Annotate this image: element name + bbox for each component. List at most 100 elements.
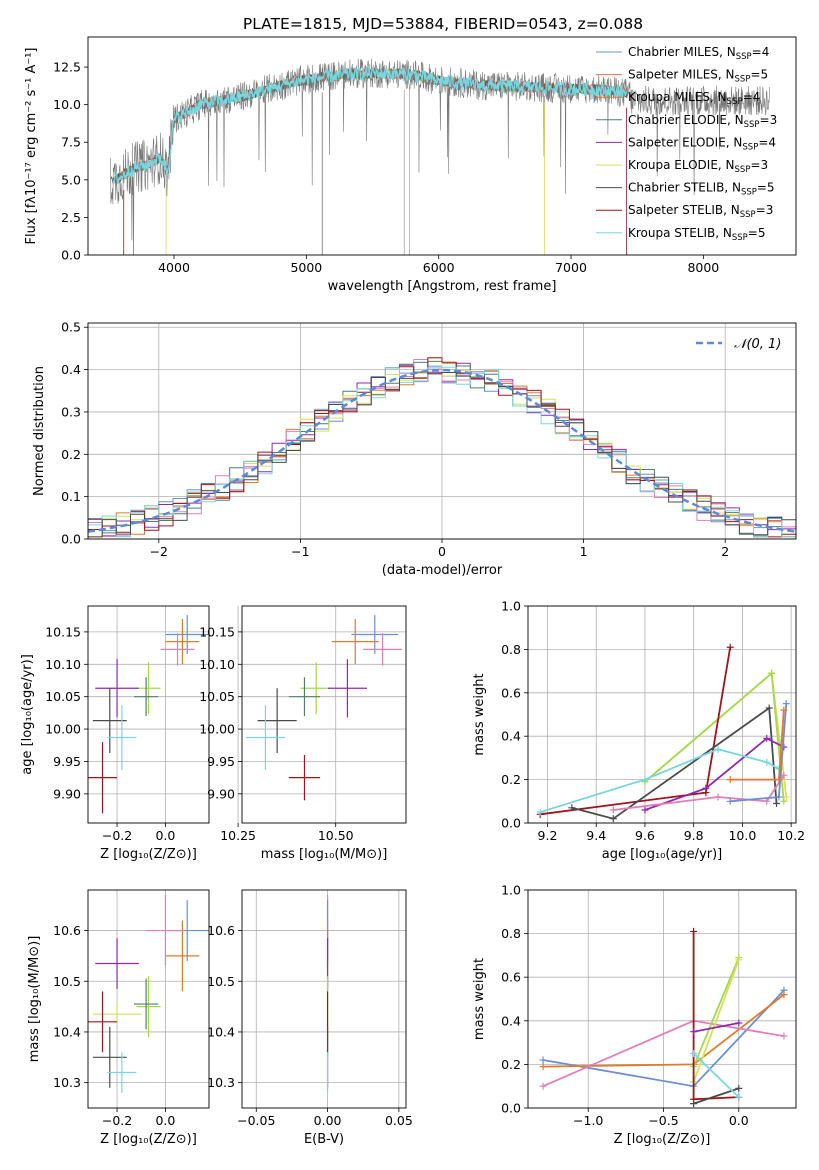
tick-label-y: 0.2	[501, 772, 521, 787]
age_vs_Z-axes: −0.2 0.0 9.90 9.95 10.00 10.05 10.10 10.15	[45, 606, 209, 843]
tick-label-x: 0.0	[155, 828, 175, 843]
tick-label-x: −0.2	[102, 1113, 132, 1128]
residuals-xlabel: (data-model)/error	[382, 563, 503, 578]
tick-label-y: 5.0	[61, 172, 81, 187]
tick-label-y: 7.5	[61, 135, 81, 150]
residuals-axes: −2 −1 0 1 2 0.0 0.1 0.2 0.3 0.4 0.5	[61, 320, 796, 559]
legend-sub: SSP	[736, 52, 752, 62]
age_vs_Z-xlabel: Z [log₁₀(Z/Z⊙)]	[100, 847, 197, 862]
tick-label-y: 0.0	[501, 816, 521, 831]
tick-label-x: 10.25	[220, 828, 256, 843]
spectrum-xlabel: wavelength [Angstrom, rest frame]	[328, 279, 557, 294]
weight_vs_age-xlabel: age [log₁₀(age/yr)]	[602, 847, 723, 862]
mass_vs_Z-ylabel: mass [log₁₀(M/M⊙)]	[27, 936, 42, 1063]
mass_vs_Z-points	[88, 895, 209, 1093]
tick-label-x: 0.0	[155, 1113, 175, 1128]
tick-label-x: 10.50	[318, 828, 354, 843]
tick-label-x: 0	[438, 544, 446, 559]
tick-label-x: −1.0	[573, 1113, 603, 1128]
weight-marker-kroupa_miles	[780, 991, 788, 999]
weight-marker-kroupa_miles	[539, 1063, 547, 1071]
tick-label-y: 10.05	[45, 689, 81, 704]
legend-entry: Chabrier MILES, NSSP=4	[628, 45, 769, 62]
legend-text: Chabrier ELODIE, N	[628, 113, 744, 127]
weight-marker-salpeter_stelib	[726, 643, 734, 651]
weight-marker-chabrier_stelib	[568, 804, 576, 812]
tick-label-x: 5000	[290, 260, 322, 275]
tick-label-x: 9.4	[586, 828, 606, 843]
age_vs_Z-frame	[87, 605, 210, 824]
age_vs_Z-ylabel: age [log₁₀(age/yr)]	[20, 654, 35, 775]
spectrum-frame	[87, 36, 797, 256]
tick-label-y: 9.95	[207, 754, 235, 769]
weight-marker-chabrier_stelib	[609, 815, 617, 823]
weight-line-green	[692, 957, 740, 1067]
legend-tail: =4	[758, 135, 776, 149]
weight-marker-chabrier_miles	[782, 700, 790, 708]
weight-marker-kroupa_stelib	[714, 745, 722, 753]
tick-label-y: 1.0	[501, 599, 521, 614]
tick-label-y: 10.3	[53, 1075, 81, 1090]
weight-marker-green	[780, 797, 788, 805]
weight-marker-salpeter_elodie	[763, 734, 771, 742]
age_vs_mass-axes: 10.25 10.50 9.90 9.95 10.00 10.05 10.10 10.15	[199, 606, 406, 843]
tick-label-x: 0.00	[314, 1113, 342, 1128]
legend-text: Salpeter MILES, N	[628, 68, 735, 82]
tick-label-y: 10.00	[45, 722, 81, 737]
tick-label-x: −0.5	[648, 1113, 678, 1128]
spectrum-model	[112, 64, 628, 185]
tick-label-x: 0.0	[729, 1113, 749, 1128]
mass_vs_ebv-axes: −0.05 0.00 0.05 10.3 10.4 10.5 10.6	[207, 890, 413, 1128]
tick-label-y: 0.0	[61, 248, 81, 263]
age_vs_Z-points	[88, 615, 209, 814]
weight_vs_age-frame	[527, 605, 797, 824]
legend-tail: =5	[750, 68, 768, 82]
tick-label-y: 0.1	[61, 489, 81, 504]
tick-label-x: 1	[580, 544, 588, 559]
weight-marker-kroupa_miles	[780, 706, 788, 714]
weight-marker-chabrier_stelib	[690, 1100, 698, 1108]
tick-label-y: 0.4	[61, 362, 81, 377]
legend-tail: =3	[760, 113, 778, 127]
weight_vs_Z-xlabel: Z [log₁₀(Z/Z⊙)]	[614, 1132, 711, 1147]
weight-marker-chabrier_miles	[726, 797, 734, 805]
normal-curve	[88, 368, 796, 533]
tick-label-y: 10.5	[53, 974, 81, 989]
legend-text: Salpeter STELIB, N	[628, 203, 740, 217]
legend-text: Chabrier MILES, N	[628, 45, 736, 59]
mass_vs_Z-axes: −0.2 0.0 10.3 10.4 10.5 10.6	[53, 890, 209, 1128]
residuals-frame	[87, 322, 797, 540]
mass_vs_ebv-frame	[241, 889, 407, 1109]
legend-sub: SSP	[735, 75, 751, 85]
mass_vs_Z-frame	[87, 889, 210, 1109]
legend-text: Kroupa ELODIE, N	[628, 158, 735, 172]
histogram-group	[88, 357, 796, 538]
tick-label-y: 0.3	[61, 404, 81, 419]
tick-label-y: 10.00	[199, 722, 235, 737]
weight-marker-pink	[780, 1032, 788, 1040]
tick-label-x: −0.05	[237, 1113, 275, 1128]
tick-label-y: 0.0	[501, 1101, 521, 1116]
weight-line-salpeter_elodie	[693, 1022, 739, 1033]
legend-sub: SSP	[740, 210, 756, 220]
tick-label-y: 10.10	[45, 657, 81, 672]
tick-label-y: 10.10	[199, 657, 235, 672]
tick-label-x: 9.6	[635, 828, 655, 843]
weight_vs_age-lines	[536, 643, 790, 823]
tick-label-y: 10.15	[45, 624, 81, 639]
tick-label-y: 0.2	[501, 1057, 521, 1072]
weight-marker-salpeter_elodie	[690, 1028, 698, 1036]
tick-label-y: 10.6	[207, 923, 235, 938]
tick-label-x: −0.2	[102, 828, 132, 843]
tick-label-y: 12.5	[53, 60, 81, 75]
tick-label-y: 2.5	[61, 210, 81, 225]
tick-label-x: 2	[721, 544, 729, 559]
weight-marker-chabrier_miles	[539, 1056, 547, 1064]
tick-label-x: 9.2	[538, 828, 558, 843]
legend-sub: SSP	[744, 120, 760, 130]
weight-line-kroupa_stelib	[692, 1052, 740, 1098]
legend-entry: Kroupa ELODIE, NSSP=3	[628, 158, 768, 175]
legend-sub: SSP	[735, 165, 751, 175]
weight_vs_Z-frame	[527, 889, 797, 1109]
legend-text: Salpeter ELODIE, N	[628, 135, 742, 149]
